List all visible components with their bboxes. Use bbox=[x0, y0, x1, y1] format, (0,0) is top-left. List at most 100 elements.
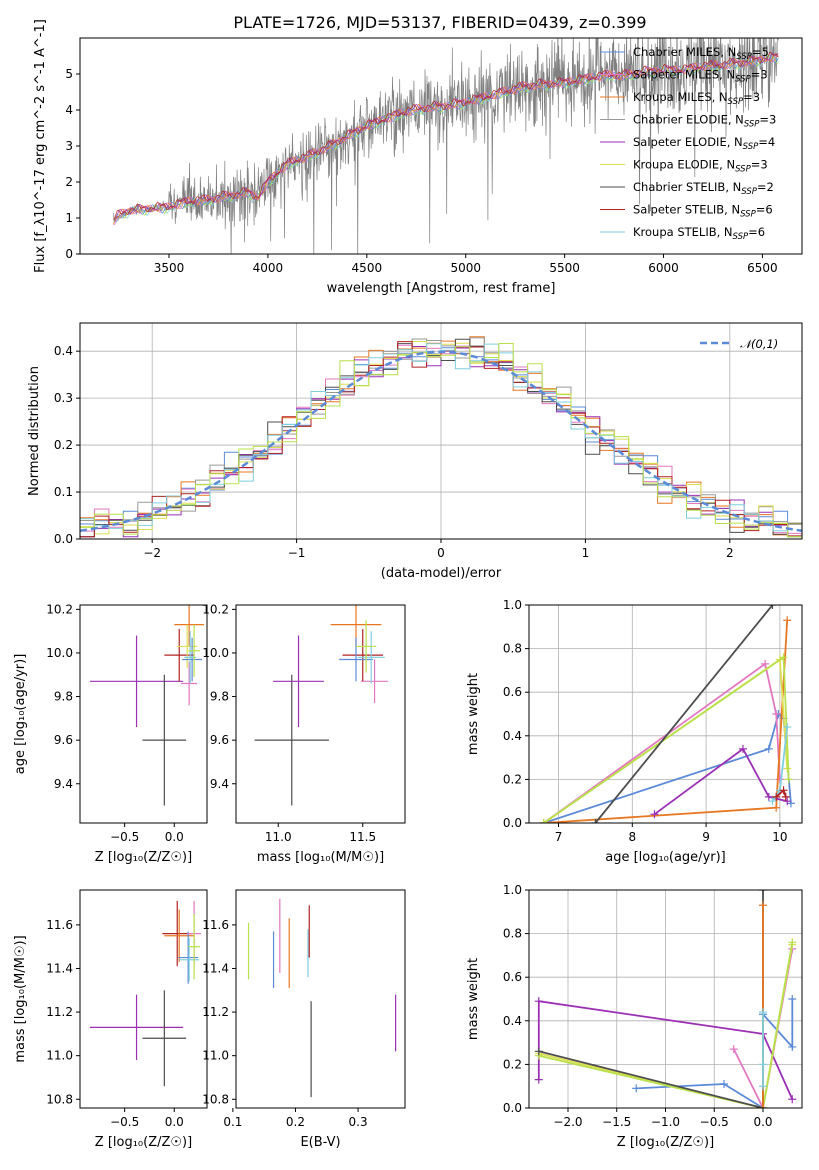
weight_vs_Z-xtick-label-2: −1.0 bbox=[651, 1115, 680, 1129]
weight_vs_Z-marker-0-3 bbox=[788, 1095, 797, 1104]
age_vs_mass-ytick-label-4: 10.2 bbox=[202, 602, 229, 616]
age_vs_mass-ytick-label-3: 10.0 bbox=[202, 646, 229, 660]
spectrum-model-line-salpeter_miles bbox=[113, 54, 779, 226]
weight_vs_age-marker-3-0 bbox=[650, 810, 659, 819]
spectrum-xtick-label-4: 5500 bbox=[549, 261, 580, 275]
legend-count-8: =6 bbox=[748, 225, 765, 239]
weight_vs_age-xtick-label-0: 7 bbox=[555, 830, 563, 844]
legend-count-1: =3 bbox=[751, 68, 768, 82]
weight_vs_Z-xtick-label-0: −2.0 bbox=[553, 1115, 582, 1129]
weight_vs_Z-marker-2-0 bbox=[729, 1045, 738, 1054]
age_vs_mass-xtick-label-1: 11.5 bbox=[349, 830, 376, 844]
age_vs_Z-xlabel: Z [log₁₀(Z/Z☉)] bbox=[95, 850, 192, 865]
weight_vs_age-marker-8-2 bbox=[781, 792, 790, 801]
age_vs_mass-ytick-label-1: 9.6 bbox=[210, 733, 229, 747]
mass_vs_Z-xlabel: Z [log₁₀(Z/Z☉)] bbox=[95, 1135, 192, 1150]
weight_vs_Z-xtick-label-4: 0.0 bbox=[753, 1115, 772, 1129]
weight_vs_age-marker-7-0 bbox=[768, 797, 777, 806]
spectrum-data-line bbox=[113, 38, 779, 254]
weight_vs_age-marker-3-1 bbox=[738, 744, 747, 753]
weight_vs_Z-marker-6-1 bbox=[759, 1104, 767, 1108]
normal-curve bbox=[80, 350, 802, 533]
age_vs_Z-axes: −0.5 0.0 9.4 9.6 9.8 10.0 10.2 Z [log₁₀(Z/Z☉)] a… bbox=[13, 602, 192, 865]
age_vs_Z-ytick-label-3: 10.0 bbox=[46, 646, 73, 660]
spectrum-ytick-label-2: 2 bbox=[65, 175, 73, 189]
weight_vs_age-marker-3-2 bbox=[764, 792, 773, 801]
weight_vs_age-ytick-label-2: 0.4 bbox=[503, 729, 522, 743]
weight_vs_Z-xtick-label-1: −1.5 bbox=[602, 1115, 631, 1129]
legend-sub-7: SSP bbox=[740, 210, 756, 220]
weight_vs_age-marker-5-1 bbox=[779, 653, 788, 662]
residuals-xtick-label-1: −1 bbox=[288, 546, 306, 560]
weight_vs_Z-marker-1-0 bbox=[632, 1084, 641, 1093]
legend-label-7: Salpeter STELIB, N bbox=[633, 203, 740, 217]
mass_vs_ebv-ytick-label-1: 11.0 bbox=[202, 1049, 229, 1063]
weight_vs_Z-marker-0-1 bbox=[534, 997, 543, 1006]
legend-sub-3: SSP bbox=[744, 120, 760, 130]
age_vs_mass-frame bbox=[235, 604, 406, 824]
spectrum-ytick-label-0: 0 bbox=[65, 247, 73, 261]
age_vs_Z-ytick-label-2: 9.8 bbox=[54, 690, 73, 704]
legend-label-6: Chabrier STELIB, N bbox=[633, 180, 741, 194]
weight_vs_age-marker-0-1 bbox=[764, 744, 773, 753]
age_vs_Z-ytick-label-4: 10.2 bbox=[46, 602, 73, 616]
weight_vs_age-xlabel: age [log₁₀(age/yr)] bbox=[605, 850, 726, 865]
legend-sub-8: SSP bbox=[733, 232, 749, 242]
spectrum-ylabel: Flux [f_λ10^-17 erg cm^-2 s^-1 A^-1] bbox=[33, 19, 48, 273]
legend-entry-8: Kroupa STELIB, NSSP=6 bbox=[633, 225, 765, 242]
weight_vs_age-ytick-label-1: 0.2 bbox=[503, 772, 522, 786]
legend-entry-0: Chabrier MILES, NSSP=5 bbox=[633, 45, 769, 62]
weight_vs_age-marker-5-0 bbox=[539, 819, 548, 823]
residuals-ytick-label-0: 0.0 bbox=[54, 532, 73, 546]
weight_vs_Z-marker-6-0 bbox=[759, 901, 767, 910]
mass_vs_Z-plot-area bbox=[89, 900, 202, 1087]
legend-count-7: =6 bbox=[756, 203, 773, 217]
weight_vs_age-xtick-label-3: 10 bbox=[772, 830, 787, 844]
age_vs_Z-ylabel: age [log₁₀(age/yr)] bbox=[13, 654, 28, 775]
legend-label-4: Salpeter ELODIE, N bbox=[633, 135, 743, 149]
spectrum-xtick-label-3: 5000 bbox=[450, 261, 481, 275]
residuals-xtick-label-2: 0 bbox=[437, 546, 445, 560]
weight_vs_age-series-2 bbox=[543, 620, 789, 823]
weight_vs_Z-axes: −2.0 −1.5 −1.0 −0.5 0.0 0.0 0.2 0.4 0.6 0.8 1.0 Z [… bbox=[466, 883, 802, 1150]
spectrum-frame bbox=[79, 37, 803, 255]
legend-label-8: Kroupa STELIB, N bbox=[633, 225, 733, 239]
legend-sub-4: SSP bbox=[743, 142, 759, 152]
weight_vs_Z-ytick-label-1: 0.2 bbox=[503, 1057, 522, 1071]
weight_vs_age-axes: 7 8 9 10 0.0 0.2 0.4 0.6 0.8 1.0 age [log₁₀(age/yr… bbox=[466, 598, 802, 865]
weight_vs_Z-marker-0-0 bbox=[534, 1075, 543, 1084]
weight_vs_age-xtick-label-2: 9 bbox=[702, 830, 710, 844]
legend-entry-4: Salpeter ELODIE, NSSP=4 bbox=[633, 135, 775, 152]
age_vs_mass-xtick-label-0: 11.0 bbox=[265, 830, 292, 844]
residuals-xtick-label-3: 1 bbox=[582, 546, 590, 560]
legend-entry-7: Salpeter STELIB, NSSP=6 bbox=[633, 203, 773, 220]
weight_vs_Z-series-0 bbox=[537, 1000, 794, 1100]
panels: 3500 4000 4500 5000 5500 6000 6500 0 1 2 3 4 5 wavele… bbox=[13, 19, 803, 1150]
legend-sub-6: SSP bbox=[741, 187, 757, 197]
weight_vs_age-series-1 bbox=[543, 662, 781, 823]
residual-hist-lime bbox=[80, 343, 802, 539]
legend-sub-5: SSP bbox=[735, 165, 751, 175]
residuals-ytick-label-2: 0.2 bbox=[54, 438, 73, 452]
age_vs_mass-axes: 11.0 11.5 9.4 9.6 9.8 10.0 10.2 mass [log₁₀(M/M… bbox=[202, 602, 384, 865]
weight_vs_Z-ytick-label-0: 0.0 bbox=[503, 1101, 522, 1115]
mass_vs_ebv-xtick-label-1: 0.2 bbox=[286, 1115, 305, 1129]
weight_vs_Z-marker-7-1 bbox=[759, 1060, 767, 1069]
weight_vs_Z-ytick-label-2: 0.4 bbox=[503, 1014, 522, 1028]
mass_vs_Z-ytick-label-0: 10.8 bbox=[46, 1092, 73, 1106]
age_vs_mass-ytick-label-2: 9.8 bbox=[210, 690, 229, 704]
weight_vs_Z-xlabel: Z [log₁₀(Z/Z☉)] bbox=[617, 1135, 714, 1150]
weight_vs_Z-marker-1-5 bbox=[788, 995, 797, 1003]
legend-count-3: =3 bbox=[759, 113, 776, 127]
legend-sub-0: SSP bbox=[736, 52, 752, 62]
weight_vs_Z-ytick-label-5: 1.0 bbox=[503, 883, 522, 897]
legend-entry-6: Chabrier STELIB, NSSP=2 bbox=[633, 180, 774, 197]
mass_vs_ebv-plot-area bbox=[247, 898, 397, 1098]
legend-count-5: =3 bbox=[751, 158, 768, 172]
legend-entry-2: Kroupa MILES, NSSP=3 bbox=[633, 90, 760, 107]
weight_vs_Z-marker-1-4 bbox=[788, 1042, 797, 1051]
mass_vs_Z-ytick-label-3: 11.4 bbox=[46, 961, 73, 975]
residual-legend-label: 𝒩(0,1) bbox=[740, 337, 778, 351]
